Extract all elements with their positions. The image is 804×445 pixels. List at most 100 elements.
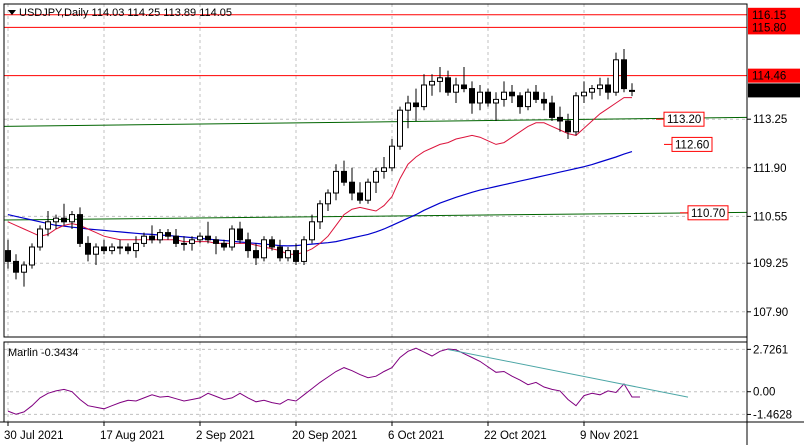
y-tick-label: 107.90 <box>753 307 788 319</box>
candle-body <box>45 221 51 230</box>
candle-body <box>229 228 235 248</box>
level-label-box <box>663 111 705 127</box>
x-tick-label: 9 Nov 2021 <box>580 430 639 442</box>
x-tick-label: 22 Oct 2021 <box>484 430 547 442</box>
current-price-label: 114.05 <box>752 85 786 97</box>
price-label-box <box>748 20 800 35</box>
level-label: 113.20 <box>667 114 701 126</box>
candle-body <box>85 242 91 255</box>
axes: 30 Jul 2021 17 Aug 2021 2 Sep 2021 20 Sep 2… <box>4 7 800 442</box>
indicator-header: Marlin -0.3434 <box>8 347 78 359</box>
candle-body <box>181 242 187 245</box>
y-tick-label: 110.55 <box>753 211 787 223</box>
candle-body <box>597 84 603 90</box>
x-tick-label: 17 Aug 2021 <box>100 430 165 442</box>
candle-body <box>101 246 107 252</box>
candle-body <box>93 246 99 255</box>
level-label-box <box>671 136 713 152</box>
candle-body <box>205 235 211 241</box>
green-trendline <box>3 211 748 221</box>
candle-body <box>493 98 499 104</box>
price-label: 115.80 <box>752 22 786 34</box>
osc-tick-label: -1.4628 <box>753 409 792 421</box>
candle-body <box>405 102 411 111</box>
candle-body <box>269 239 275 248</box>
chart-header: USDJPY,Daily 114.03 114.25 113.89 114.05 <box>8 7 232 19</box>
candle-body <box>573 95 579 133</box>
candle-body <box>461 84 467 90</box>
candle-body <box>605 84 611 93</box>
candle-body <box>373 170 379 183</box>
candle-body <box>437 77 443 82</box>
price-label: 114.46 <box>752 71 786 83</box>
level-label: 112.60 <box>675 139 709 151</box>
osc-tick-label: 2.7261 <box>753 344 788 356</box>
candle-body <box>261 239 267 259</box>
candle-body <box>429 80 435 86</box>
candle-body <box>469 88 475 104</box>
candle-body <box>157 232 163 241</box>
symbol-header: USDJPY,Daily 114.03 114.25 113.89 114.05 <box>19 7 232 19</box>
candle-body <box>285 250 291 259</box>
candle-body <box>37 228 43 248</box>
marlin-line <box>7 347 640 415</box>
candle-body <box>325 192 331 205</box>
candle-body <box>133 242 139 252</box>
candle-body <box>501 91 507 100</box>
candle-body <box>557 116 563 122</box>
candle-body <box>381 167 387 172</box>
candle-body <box>365 181 371 201</box>
candle-body <box>197 235 203 241</box>
candle-body <box>301 239 307 262</box>
x-tick-label: 20 Sep 2021 <box>292 430 357 442</box>
candle-body <box>21 264 27 273</box>
candle-body <box>389 145 395 169</box>
candle-body <box>525 91 531 108</box>
candle-body <box>397 109 403 147</box>
candle-body <box>581 91 587 97</box>
red-moving-average <box>7 97 632 255</box>
osc-tick-label: 0.00 <box>753 387 775 399</box>
grid <box>4 4 747 422</box>
candle-body <box>13 260 19 273</box>
collapse-arrow-icon[interactable] <box>8 10 16 15</box>
candle-body <box>213 239 219 244</box>
marlin-oscillator <box>7 347 689 415</box>
y-tick-label: 109.25 <box>753 258 788 270</box>
candle-body <box>533 91 539 100</box>
candle-body <box>69 214 75 223</box>
green-trendline <box>3 116 748 127</box>
candle-body <box>517 95 523 108</box>
overlay-lines: 113.20 112.60 110.70 <box>3 14 748 221</box>
candle-body <box>445 77 451 93</box>
candle-body <box>541 98 547 104</box>
candle-body <box>253 250 259 259</box>
level-label: 110.70 <box>691 208 725 220</box>
candle-body <box>357 192 363 201</box>
x-tick-label: 30 Jul 2021 <box>4 430 63 442</box>
candle-body <box>77 214 83 244</box>
current-price-box <box>748 83 800 98</box>
candle-body <box>565 120 571 133</box>
x-tick-label: 6 Oct 2021 <box>388 430 444 442</box>
candle-body <box>189 239 195 244</box>
candle-body <box>237 228 243 241</box>
candle-body <box>421 84 427 108</box>
candle-body <box>53 217 59 223</box>
price-label-box <box>748 7 800 22</box>
candle-body <box>5 250 11 262</box>
candle-body <box>333 170 339 194</box>
candle-body <box>341 170 347 183</box>
candle-body <box>149 235 155 241</box>
price-label: 116.15 <box>752 10 786 22</box>
y-tick-label: 111.90 <box>753 163 786 175</box>
marlin-trendline <box>447 348 689 398</box>
candles <box>5 49 635 287</box>
candle-body <box>245 239 251 252</box>
candle-body <box>453 84 459 93</box>
candle-body <box>477 91 483 104</box>
y-tick-label: 113.25 <box>753 114 787 126</box>
candle-body <box>165 232 171 237</box>
candle-body <box>29 246 35 266</box>
